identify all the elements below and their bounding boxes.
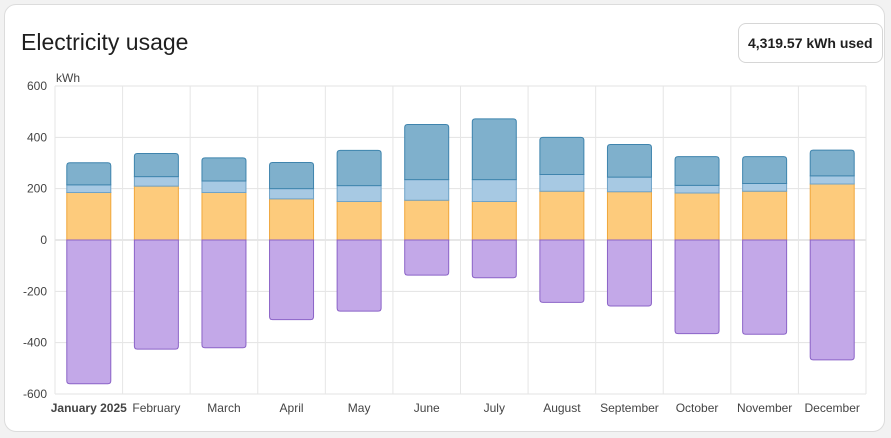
bar-segment[interactable] [336,149,382,187]
x-tick-label: April [280,401,304,415]
y-tick-label: -400 [23,336,47,350]
bar-segment[interactable] [336,239,382,312]
bar-segment[interactable] [809,183,855,241]
bar-segment[interactable] [742,183,788,192]
bar-segment[interactable] [539,239,585,303]
bar-segment[interactable] [66,162,112,186]
bar-segment[interactable] [539,190,585,241]
bar-segment[interactable] [674,239,720,335]
bar-segment[interactable] [133,239,179,350]
bar-segment[interactable] [269,188,315,200]
bar-segment[interactable] [606,144,652,178]
bar-segment[interactable] [674,192,720,241]
x-tick-label: September [600,401,659,415]
bar-segment[interactable] [674,184,720,194]
bar-segment[interactable] [742,239,788,335]
bar-segment[interactable] [404,179,450,201]
y-tick-label: -200 [23,284,47,298]
bar-segment[interactable] [809,239,855,361]
y-tick-label: 600 [27,79,47,93]
bar-segment[interactable] [269,198,315,241]
bar-segment[interactable] [133,185,179,241]
bar-segment[interactable] [674,156,720,186]
bar-segment[interactable] [201,192,247,241]
bar-segment[interactable] [404,239,450,276]
bar-segment[interactable] [66,184,112,194]
bar-segment[interactable] [471,179,517,202]
x-tick-label: January 2025 [51,401,127,415]
bar-segment[interactable] [404,199,450,241]
bar-segment[interactable] [606,191,652,241]
bar-segment[interactable] [606,239,652,307]
card-title: Electricity usage [21,29,189,55]
y-tick-label: -600 [23,387,47,401]
x-tick-label: June [414,401,440,415]
x-tick-label: October [676,401,719,415]
bar-segment[interactable] [336,185,382,202]
bar-segment[interactable] [742,190,788,241]
y-tick-label: 200 [27,182,47,196]
total-usage-badge[interactable]: 4,319.57 kWh used [738,23,883,63]
bar-segment[interactable] [269,161,315,190]
bar-segment[interactable] [539,136,585,176]
y-axis-unit-label: kWh [56,71,80,85]
x-tick-label: August [543,401,581,415]
x-tick-label: February [132,401,180,415]
x-tick-label: December [805,401,860,415]
bar-segment[interactable] [201,180,247,194]
bar-segment[interactable] [606,176,652,193]
bar-segment[interactable] [809,175,855,185]
bar-segment[interactable] [471,118,517,181]
bar-segment[interactable] [201,239,247,349]
bar-segment[interactable] [336,201,382,241]
bar-segment[interactable] [809,149,855,177]
bar-segment[interactable] [471,201,517,241]
y-tick-label: 400 [27,130,47,144]
bar-segment[interactable] [539,174,585,192]
bar-segment[interactable] [133,176,179,187]
bar-segment[interactable] [66,239,112,385]
x-tick-label: May [348,401,371,415]
bar-segment[interactable] [269,239,315,321]
y-tick-label: 0 [40,233,47,247]
bar-segment[interactable] [133,153,179,178]
bar-segment[interactable] [471,239,517,279]
x-tick-label: March [207,401,240,415]
bar-segment[interactable] [66,192,112,241]
x-tick-label: November [737,401,792,415]
bar-segment[interactable] [742,156,788,185]
bar-segment[interactable] [201,157,247,182]
bar-segment[interactable] [404,124,450,181]
x-tick-label: July [484,401,505,415]
